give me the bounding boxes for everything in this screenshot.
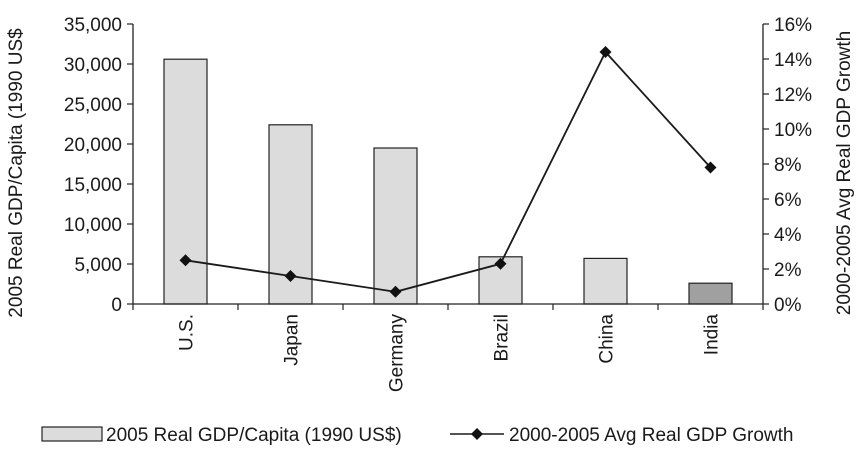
y-tick-label: 25,000 (64, 95, 122, 116)
growth-point-china (599, 46, 612, 58)
y2-tick-label: 14% (774, 50, 812, 71)
y2-tick-label: 12% (774, 85, 812, 106)
legend-line-label: 2000-2005 Avg Real GDP Growth (509, 425, 793, 446)
y2-tick-label: 2% (774, 260, 802, 281)
y-tick-label: 10,000 (64, 215, 122, 236)
x-tick-label: China (597, 314, 618, 364)
x-tick-label: Brazil (492, 314, 513, 362)
y2-axis-title: 2000-2005 Avg Real GDP Growth (834, 31, 855, 315)
x-tick-label: U.S. (177, 314, 198, 351)
growth-point-japan (284, 270, 297, 282)
y-tick-label: 30,000 (64, 55, 122, 76)
y2-tick-label: 16% (774, 15, 812, 36)
legend-diamond-marker (471, 428, 483, 440)
growth-point-india (704, 161, 717, 174)
growth-point-brazil (494, 257, 507, 270)
bar-us (163, 58, 208, 305)
y2-tick-label: 4% (774, 225, 802, 246)
x-tick-label: India (702, 314, 723, 356)
y2-tick-label: 6% (774, 190, 802, 211)
y-tick-label: 15,000 (64, 175, 122, 196)
y-tick-label: 5,000 (74, 255, 122, 276)
y2-tick-label: 0% (774, 295, 802, 316)
legend-bar-swatch (41, 426, 103, 442)
growth-line (185, 50, 712, 293)
y2-tick-label: 8% (774, 155, 802, 176)
y-axis-title: 2005 Real GDP/Capita (1990 US$ (6, 28, 27, 318)
x-tick-label: Japan (282, 314, 303, 366)
legend-bar-label: 2005 Real GDP/Capita (1990 US$) (106, 425, 402, 446)
bar-china (583, 257, 628, 305)
growth-point-germany (389, 285, 402, 298)
y2-tick-label: 10% (774, 120, 812, 141)
bar-germany (373, 147, 418, 305)
x-tick-label: Germany (387, 314, 408, 393)
legend: 2005 Real GDP/Capita (1990 US$) 2000-200… (41, 425, 793, 446)
growth-point-us (179, 254, 192, 267)
y-tick-label: 35,000 (64, 15, 122, 36)
bar-india (688, 282, 733, 305)
y-tick-label: 20,000 (64, 135, 122, 156)
y-tick-label: 0 (111, 295, 122, 316)
